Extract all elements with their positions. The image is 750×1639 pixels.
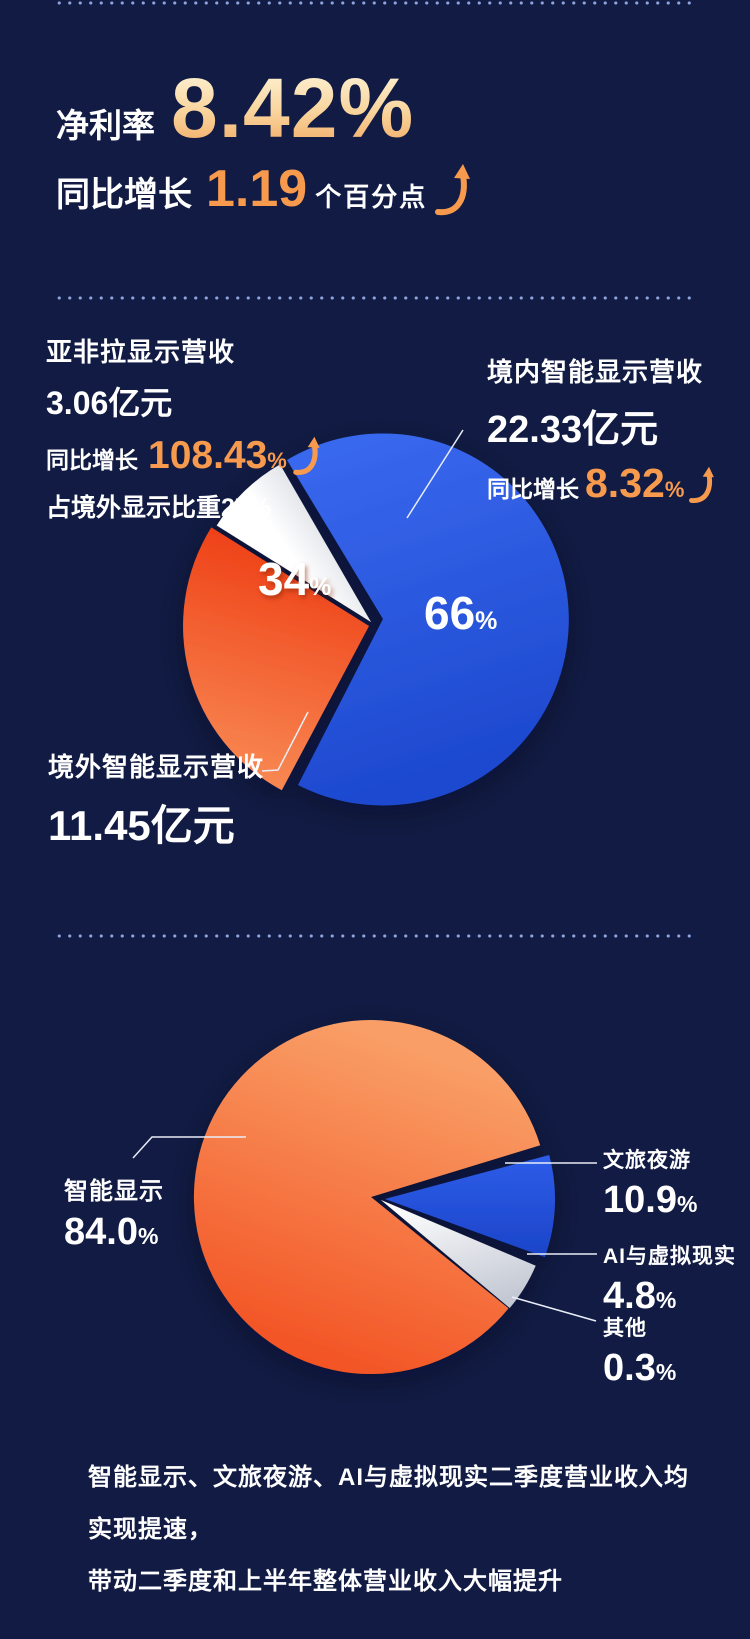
ai-label: AI与虚拟现实 — [603, 1245, 736, 1268]
ai-value: 4.8 — [603, 1275, 656, 1317]
tourism-value: 10.9 — [603, 1179, 677, 1221]
domestic-yoy-value: 8.32 — [585, 460, 665, 506]
pie1-overseas-pct-sign: % — [309, 573, 332, 601]
section-dotted-divider-2 — [54, 934, 698, 938]
domestic-yoy-pct: % — [664, 477, 685, 502]
other-value: 0.3 — [603, 1347, 656, 1389]
afro-asia-yoy-row: 同比增长 108.43 % — [46, 436, 376, 476]
overseas-value: 11.45亿元 — [48, 802, 235, 849]
growth-arrow-icon — [435, 164, 471, 216]
top-dotted-divider — [54, 1, 698, 5]
pie1-overseas-pct-label: 34 % — [258, 556, 331, 602]
pie1-domestic-pct-label: 66 % — [424, 590, 497, 636]
tourism-label-block: 文旅夜游 10.9 % — [603, 1144, 697, 1219]
domestic-value: 22.33亿元 — [487, 409, 659, 451]
footer-summary: 智能显示、文旅夜游、AI与虚拟现实二季度营业收入均实现提速， 带动二季度和上半年… — [88, 1452, 708, 1608]
afro-asia-yoy-pct: % — [267, 448, 287, 473]
overseas-title: 境外智能显示营收 — [48, 752, 265, 782]
section-dotted-divider-1 — [54, 296, 698, 300]
pie1-domestic-pct-sign: % — [475, 607, 498, 635]
pie2-slice-tourism — [385, 1155, 556, 1258]
smart-display-pct-sign: % — [137, 1223, 159, 1249]
pie1-slice-overseas — [183, 527, 369, 791]
afro-asia-yoy-prefix: 同比增长 — [46, 447, 138, 473]
afro-asia-value: 3.06亿元 — [46, 385, 173, 421]
afro-asia-title: 亚非拉显示营收 — [46, 337, 236, 367]
pie1-overseas-pct-value: 34 — [258, 553, 310, 605]
smart-display-label-block: 智能显示 84.0 % — [64, 1171, 164, 1251]
pie1-slice-domestic — [287, 433, 569, 806]
net-margin-label: 净利率 — [56, 107, 155, 144]
afro-asia-block: 亚非拉显示营收 3.06亿元 同比增长 108.43 % 占境外显示比重27% — [46, 332, 376, 524]
ai-pct-sign: % — [655, 1287, 677, 1313]
leader-line-smart — [132, 1136, 246, 1159]
other-label-block: 其他 0.3 % — [603, 1312, 676, 1387]
domestic-yoy-prefix: 同比增长 — [487, 476, 579, 502]
smart-display-value: 84.0 — [64, 1211, 138, 1253]
pie2-slice-smart — [193, 1020, 541, 1375]
domestic-yoy-row: 同比增长 8.32 % — [487, 463, 747, 504]
yoy-value: 1.19 — [206, 160, 308, 218]
pie1-revenue-domestic-overseas — [183, 433, 569, 806]
yoy-prefix: 同比增长 — [56, 176, 192, 214]
pie2-slice-ai — [381, 1200, 536, 1308]
ai-label-block: AI与虚拟现实 4.8 % — [603, 1240, 736, 1315]
tourism-label: 文旅夜游 — [603, 1149, 691, 1172]
other-label: 其他 — [603, 1317, 647, 1340]
net-margin-block: 净利率 8.42% — [56, 66, 414, 150]
growth-arrow-icon — [689, 466, 715, 503]
afro-asia-share: 占境外显示比重27% — [46, 494, 272, 522]
pie1-domestic-pct-value: 66 — [424, 587, 476, 639]
pie2-revenue-structure — [193, 1020, 556, 1375]
other-pct-sign: % — [655, 1359, 677, 1385]
leader-line-other — [511, 1296, 597, 1322]
domestic-title: 境内智能显示营收 — [487, 357, 704, 387]
net-margin-yoy-block: 同比增长 1.19 个百分点 — [56, 163, 473, 217]
net-margin-value: 8.42% — [171, 61, 415, 155]
pie1-peel-wedge — [216, 464, 371, 622]
footer-line-1: 智能显示、文旅夜游、AI与虚拟现实二季度营业收入均实现提速， — [88, 1464, 689, 1543]
footer-line-2: 带动二季度和上半年整体营业收入大幅提升 — [88, 1568, 563, 1595]
afro-asia-yoy-value: 108.43 — [148, 434, 268, 477]
leader-line-domestic — [406, 429, 464, 519]
tourism-pct-sign: % — [676, 1191, 698, 1217]
smart-display-label: 智能显示 — [64, 1178, 164, 1205]
growth-arrow-icon — [293, 436, 320, 475]
domestic-block: 境内智能显示营收 22.33亿元 同比增长 8.32 % — [487, 352, 747, 504]
leader-line-overseas — [261, 711, 309, 772]
yoy-suffix: 个百分点 — [315, 182, 428, 212]
